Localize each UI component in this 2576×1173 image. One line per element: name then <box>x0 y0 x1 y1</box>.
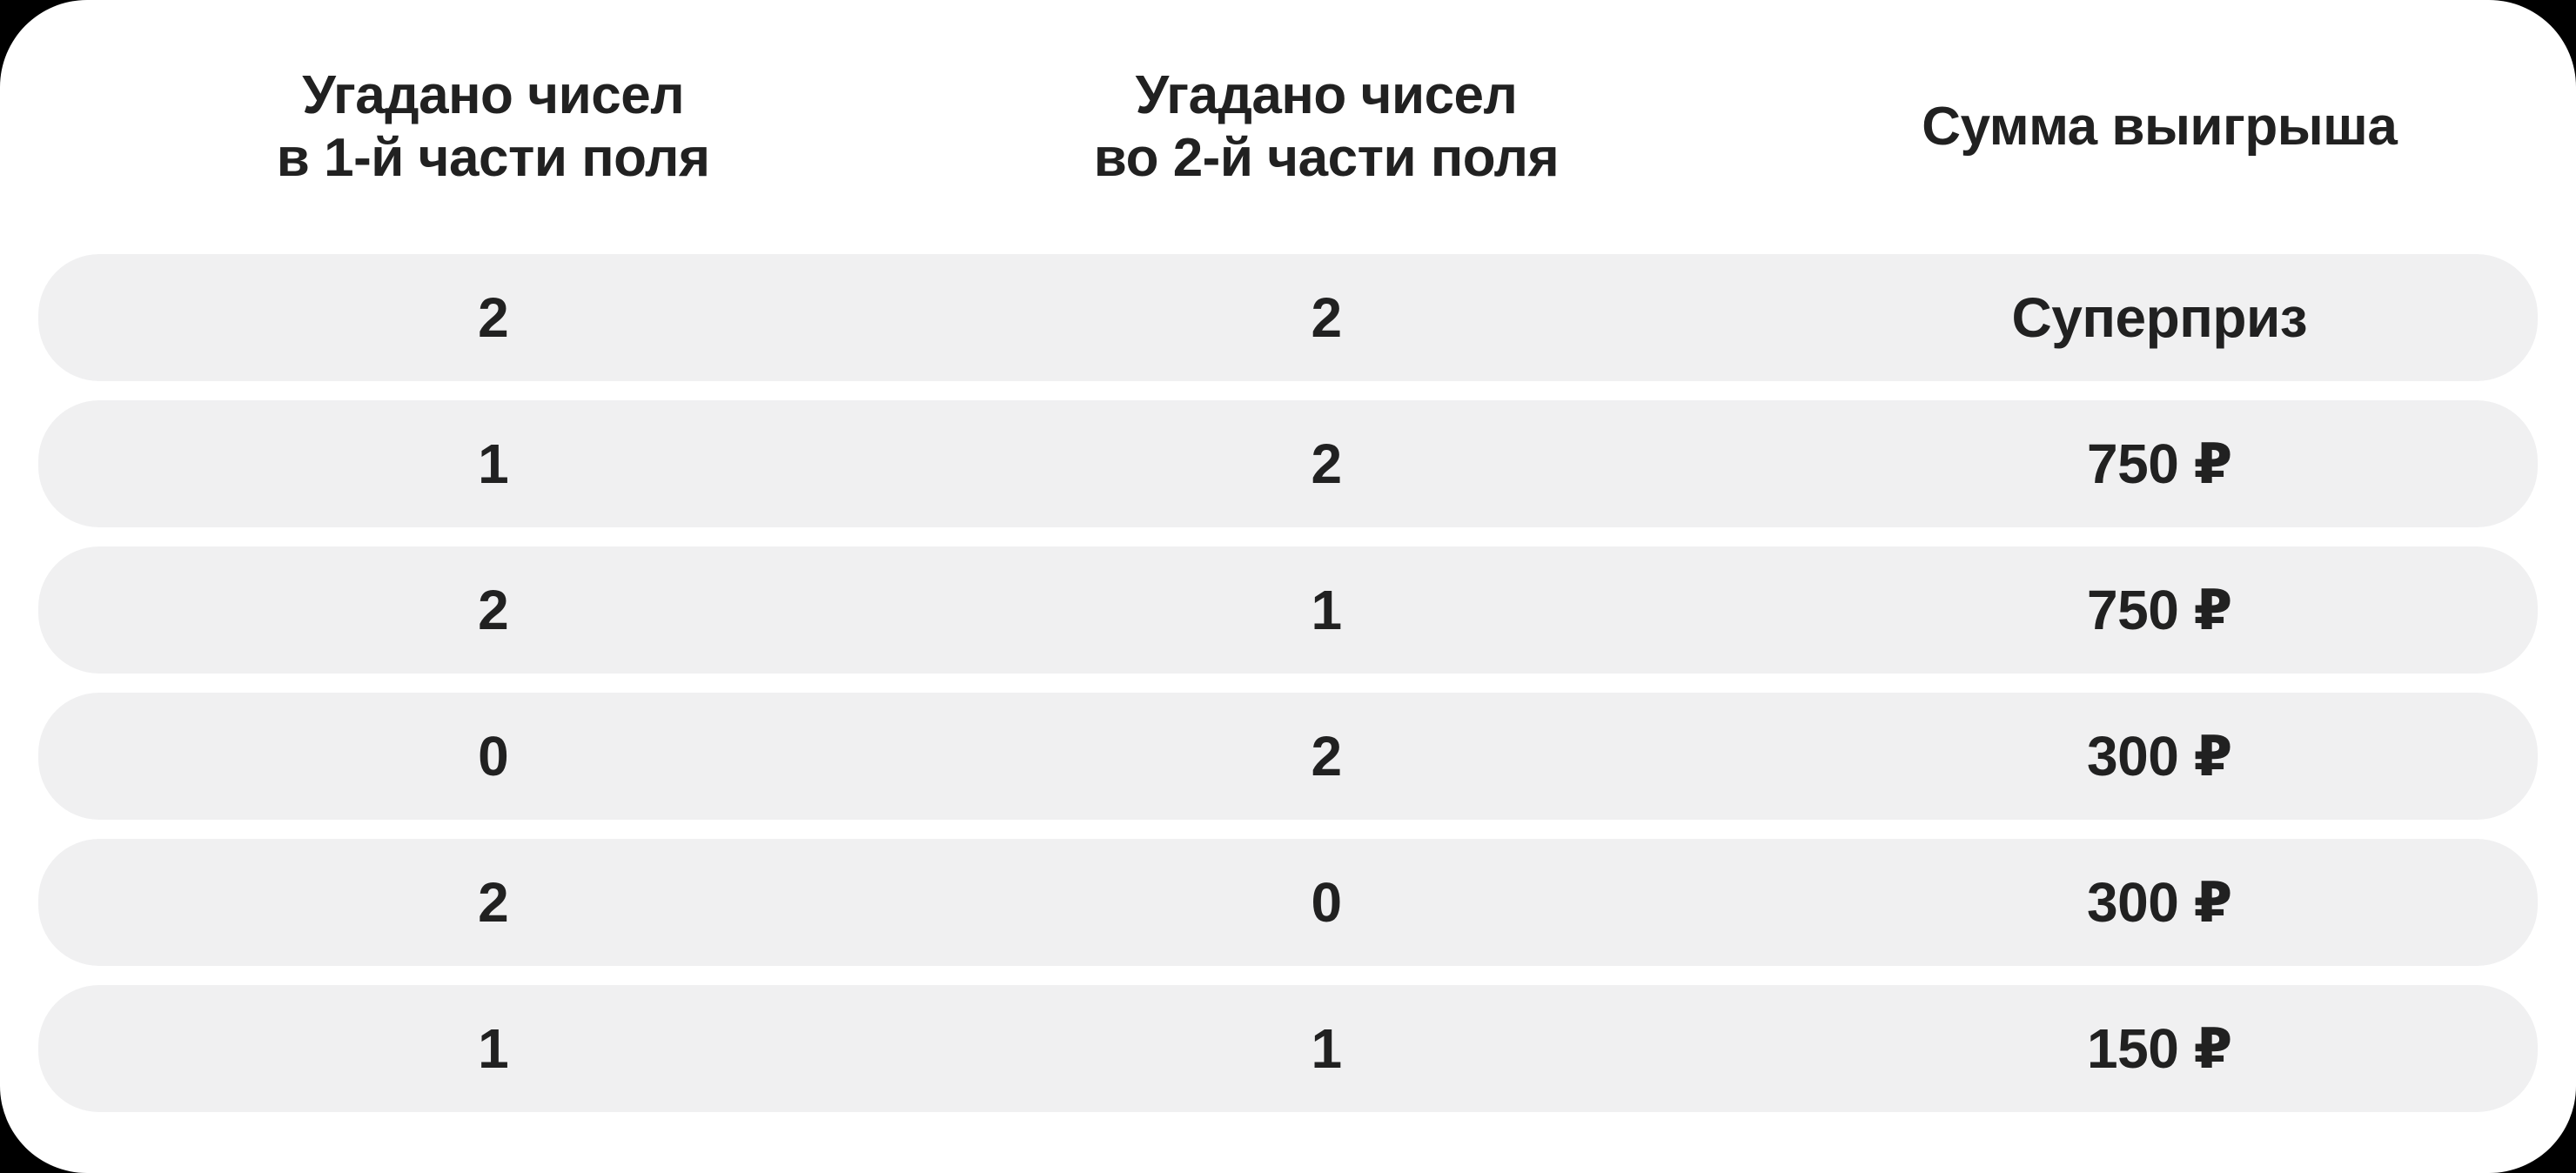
header-line: Угадано чисел <box>302 65 685 125</box>
header-col-guessed-field2: Угадано чисел во 2-й части поля <box>909 64 1742 190</box>
table-row: 2 2 Суперприз <box>38 254 2538 381</box>
cell-field2: 1 <box>1311 579 1342 641</box>
cell-field2: 2 <box>1311 432 1342 495</box>
prize-table-body: 2 2 Суперприз 1 2 750 ₽ 2 1 750 ₽ 0 2 <box>0 254 2576 1112</box>
table-row: 2 1 750 ₽ <box>38 546 2538 674</box>
cell-prize: 300 ₽ <box>2087 724 2232 788</box>
table-row: 1 1 150 ₽ <box>38 985 2538 1112</box>
cell-prize: 300 ₽ <box>2087 870 2232 934</box>
cell-field1: 1 <box>478 1017 509 1080</box>
table-row: 2 0 300 ₽ <box>38 839 2538 966</box>
cell-field1: 2 <box>478 286 509 349</box>
cell-field2: 2 <box>1311 286 1342 349</box>
cell-prize: 750 ₽ <box>2087 578 2232 641</box>
cell-field2: 0 <box>1311 871 1342 934</box>
cell-prize: Суперприз <box>2011 286 2308 349</box>
table-row: 0 2 300 ₽ <box>38 693 2538 820</box>
table-row: 1 2 750 ₽ <box>38 400 2538 527</box>
cell-field2: 1 <box>1311 1017 1342 1080</box>
cell-prize: 150 ₽ <box>2087 1016 2232 1080</box>
header-line: Сумма выигрыша <box>1922 97 2398 157</box>
header-line: во 2-й части поля <box>1093 128 1560 188</box>
header-grid: Угадано чисел в 1-й части поля Угадано ч… <box>77 0 2576 254</box>
header-col-guessed-field1: Угадано чисел в 1-й части поля <box>77 64 909 190</box>
cell-field1: 1 <box>478 432 509 495</box>
header-line: в 1-й части поля <box>276 128 710 188</box>
prize-table-header: Угадано чисел в 1-й части поля Угадано ч… <box>0 0 2576 254</box>
cell-field1: 0 <box>478 725 509 788</box>
cell-field1: 2 <box>478 579 509 641</box>
cell-field2: 2 <box>1311 725 1342 788</box>
header-col-prize-amount: Сумма выигрыша <box>1743 96 2576 158</box>
cell-prize: 750 ₽ <box>2087 432 2232 495</box>
cell-field1: 2 <box>478 871 509 934</box>
header-line: Угадано чисел <box>1135 65 1518 125</box>
